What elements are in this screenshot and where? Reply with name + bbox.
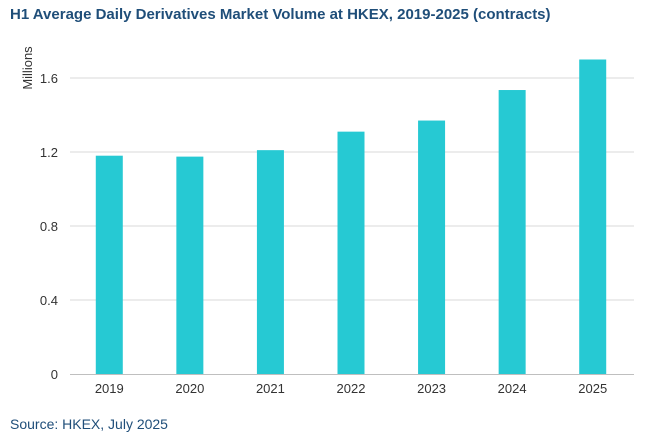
- y-axis-label: Millions: [20, 46, 35, 90]
- y-tick-label: 0.4: [40, 293, 58, 308]
- chart-title: H1 Average Daily Derivatives Market Volu…: [10, 6, 551, 23]
- source-note: Source: HKEX, July 2025: [10, 416, 168, 432]
- bar-2019: [95, 155, 123, 374]
- x-tick-label: 2020: [175, 381, 204, 396]
- bar-2025: [579, 59, 607, 374]
- y-tick-label: 0: [51, 367, 58, 382]
- x-tick-label: 2025: [578, 381, 607, 396]
- x-tick-label: 2024: [498, 381, 527, 396]
- bar-2024: [498, 90, 526, 375]
- x-tick-label: 2022: [337, 381, 366, 396]
- bars: [95, 59, 607, 375]
- x-tick-label: 2021: [256, 381, 285, 396]
- x-axis-ticks: 2019 2020 2021 2022 2023 2024 2025: [95, 381, 607, 396]
- x-tick-label: 2019: [95, 381, 124, 396]
- bar-2021: [256, 150, 284, 374]
- y-axis-ticks: 0 0.4 0.8 1.2 1.6: [40, 71, 58, 382]
- x-tick-label: 2023: [417, 381, 446, 396]
- y-tick-label: 0.8: [40, 219, 58, 234]
- y-tick-label: 1.2: [40, 145, 58, 160]
- bar-2020: [176, 156, 204, 374]
- bar-2022: [337, 131, 365, 374]
- y-tick-label: 1.6: [40, 71, 58, 86]
- bar-2023: [418, 120, 446, 374]
